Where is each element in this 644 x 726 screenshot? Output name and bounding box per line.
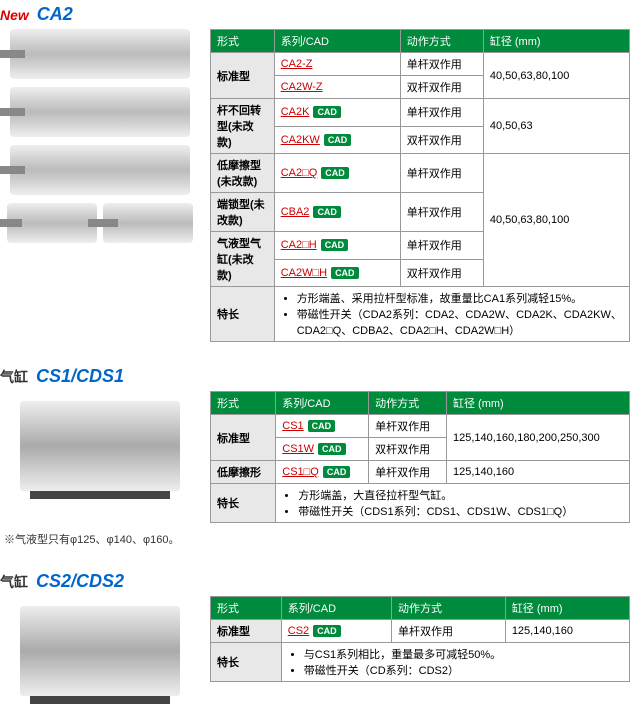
bore-cell: 125,140,160	[505, 620, 629, 643]
product-image-group	[0, 29, 200, 243]
series-link[interactable]: CA2-Z	[281, 58, 313, 70]
series-link[interactable]: CA2□H	[281, 239, 317, 251]
feature-item: 带磁性开关（CD系列：CDS2）	[304, 662, 623, 678]
feature-item: 与CS1系列相比，重量最多可减轻50%。	[304, 646, 623, 662]
action-cell: 单杆双作用	[369, 415, 447, 438]
cad-badge[interactable]: CAD	[331, 267, 359, 279]
features-cell: 与CS1系列相比，重量最多可减轻50%。 带磁性开关（CD系列：CDS2）	[281, 643, 629, 682]
bore-cell: 125,140,160,180,200,250,300	[446, 415, 629, 461]
product-image-group	[0, 391, 200, 501]
col-form: 形式	[211, 30, 275, 53]
col-form: 形式	[211, 597, 282, 620]
cylinder-image	[7, 203, 97, 243]
cad-badge[interactable]: CAD	[318, 443, 346, 455]
features-label: 特长	[211, 484, 276, 523]
form-cell: 标准型	[211, 53, 275, 99]
feature-item: 带磁性开关（CDS1系列：CDS1、CDS1W、CDS1□Q）	[298, 503, 623, 519]
cad-badge[interactable]: CAD	[308, 420, 336, 432]
features-cell: 方形端盖、采用拉杆型标准，故重量比CA1系列减轻15%。 带磁性开关（CDA2系…	[274, 287, 629, 342]
cylinder-image	[10, 145, 190, 195]
series-link[interactable]: CA2W□H	[281, 267, 327, 279]
action-cell: 单杆双作用	[400, 232, 483, 260]
section-header: 气缸 CS2/CDS2	[0, 567, 644, 596]
section-cs1: 气缸 CS1/CDS1 形式 系列/CAD 动作方式 缸径 (mm) 标准型 C…	[0, 362, 644, 547]
bore-cell: 125,140,160	[446, 461, 629, 484]
form-cell: 气液型气缸(未改款)	[211, 232, 275, 287]
feature-item: 方形端盖、采用拉杆型标准，故重量比CA1系列减轻15%。	[297, 290, 623, 306]
features-label: 特长	[211, 643, 282, 682]
form-cell: 低摩擦型(未改款)	[211, 154, 275, 193]
cad-badge[interactable]: CAD	[313, 206, 341, 218]
series-link[interactable]: CA2□Q	[281, 167, 318, 179]
bore-cell: 40,50,63,80,100	[483, 154, 629, 287]
product-image-group	[0, 596, 200, 706]
cylinder-image	[20, 606, 180, 696]
series-name: CS2/CDS2	[36, 571, 124, 592]
spec-table-cs1: 形式 系列/CAD 动作方式 缸径 (mm) 标准型 CS1CAD 单杆双作用 …	[210, 391, 630, 523]
spec-table-cs2: 形式 系列/CAD 动作方式 缸径 (mm) 标准型 CS2CAD 单杆双作用 …	[210, 596, 630, 682]
cylinder-image	[10, 87, 190, 137]
col-action: 动作方式	[369, 392, 447, 415]
action-cell: 单杆双作用	[400, 154, 483, 193]
series-link[interactable]: CA2W-Z	[281, 81, 323, 93]
col-action: 动作方式	[400, 30, 483, 53]
cylinder-image	[10, 29, 190, 79]
series-link[interactable]: CBA2	[281, 206, 310, 218]
action-cell: 双杆双作用	[400, 259, 483, 287]
action-cell: 双杆双作用	[369, 438, 447, 461]
action-cell: 单杆双作用	[369, 461, 447, 484]
col-bore: 缸径 (mm)	[505, 597, 629, 620]
feature-item: 方形端盖，大直径拉杆型气缸。	[298, 487, 623, 503]
cylinder-label: 气缸	[0, 572, 28, 592]
form-cell: 标准型	[211, 415, 276, 461]
feature-item: 带磁性开关（CDA2系列：CDA2、CDA2W、CDA2K、CDA2KW、CDA…	[297, 306, 623, 338]
series-name: CA2	[37, 4, 73, 25]
cylinder-image	[103, 203, 193, 243]
footnote: ※气液型只有φ125、φ140、φ160。	[4, 531, 644, 547]
series-link[interactable]: CS2	[288, 625, 309, 637]
col-series: 系列/CAD	[274, 30, 400, 53]
cad-badge[interactable]: CAD	[323, 466, 351, 478]
form-cell: 端锁型(未改款)	[211, 193, 275, 232]
series-name: CS1/CDS1	[36, 366, 124, 387]
action-cell: 单杆双作用	[400, 193, 483, 232]
col-action: 动作方式	[392, 597, 506, 620]
col-form: 形式	[211, 392, 276, 415]
cad-badge[interactable]: CAD	[324, 134, 352, 146]
cylinder-image	[20, 401, 180, 491]
col-series: 系列/CAD	[276, 392, 369, 415]
form-cell: 标准型	[211, 620, 282, 643]
series-link[interactable]: CA2KW	[281, 134, 320, 146]
section-header: New CA2	[0, 0, 644, 29]
spec-table-ca2: 形式 系列/CAD 动作方式 缸径 (mm) 标准型 CA2-Z 单杆双作用 4…	[210, 29, 630, 342]
series-link[interactable]: CS1□Q	[282, 466, 319, 478]
section-header: 气缸 CS1/CDS1	[0, 362, 644, 391]
action-cell: 单杆双作用	[392, 620, 506, 643]
cylinder-label: 气缸	[0, 367, 28, 387]
action-cell: 单杆双作用	[400, 99, 483, 127]
action-cell: 双杆双作用	[400, 76, 483, 99]
section-ca2: New CA2 形式 系列/CAD 动作方式 缸径 (mm) 标准型 CA2-Z	[0, 0, 644, 342]
col-bore: 缸径 (mm)	[483, 30, 629, 53]
cad-badge[interactable]: CAD	[313, 625, 341, 637]
action-cell: 双杆双作用	[400, 126, 483, 154]
series-link[interactable]: CS1W	[282, 443, 314, 455]
bore-cell: 40,50,63	[483, 99, 629, 154]
action-cell: 单杆双作用	[400, 53, 483, 76]
cad-badge[interactable]: CAD	[321, 167, 349, 179]
cad-badge[interactable]: CAD	[321, 239, 349, 251]
section-cs2: 气缸 CS2/CDS2 形式 系列/CAD 动作方式 缸径 (mm) 标准型 C…	[0, 567, 644, 706]
form-cell: 杆不回转型(未改款)	[211, 99, 275, 154]
series-link[interactable]: CS1	[282, 420, 303, 432]
series-link[interactable]: CA2K	[281, 106, 310, 118]
cad-badge[interactable]: CAD	[313, 106, 341, 118]
bore-cell: 40,50,63,80,100	[483, 53, 629, 99]
features-cell: 方形端盖，大直径拉杆型气缸。 带磁性开关（CDS1系列：CDS1、CDS1W、C…	[276, 484, 630, 523]
col-bore: 缸径 (mm)	[446, 392, 629, 415]
col-series: 系列/CAD	[281, 597, 391, 620]
features-label: 特长	[211, 287, 275, 342]
form-cell: 低摩擦形	[211, 461, 276, 484]
new-label: New	[0, 7, 29, 23]
